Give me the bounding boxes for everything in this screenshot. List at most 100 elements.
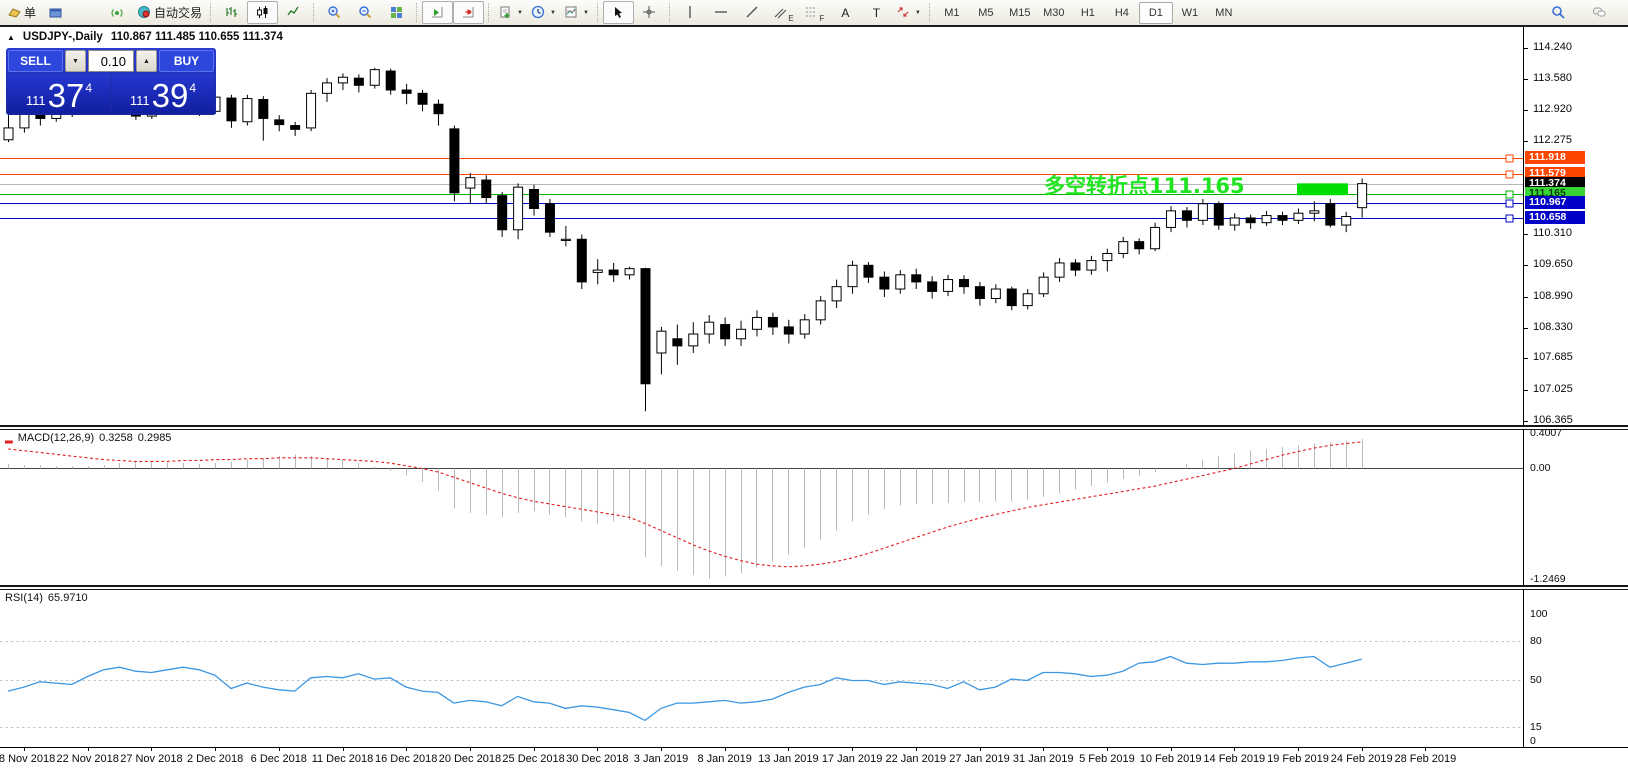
timeframe-MN[interactable]: MN: [1215, 6, 1233, 19]
market-watch-button[interactable]: [71, 1, 102, 24]
sell-button[interactable]: SELL: [8, 50, 63, 72]
arrows-button[interactable]: ▼: [892, 1, 925, 24]
horizontal-line-button[interactable]: [706, 1, 737, 24]
date-label: 27 Jan 2019: [949, 753, 1010, 765]
hline-handle-111.918[interactable]: [1505, 154, 1514, 163]
date-tick-mark: [980, 748, 981, 751]
buy-button[interactable]: BUY: [159, 50, 214, 72]
sell-price-sup: 4: [85, 81, 93, 95]
price-scale[interactable]: 114.240 113.580 112.920 112.275 110.310 109.6…: [1523, 27, 1628, 747]
cursor-button[interactable]: [602, 1, 634, 24]
main-chart-canvas[interactable]: [0, 27, 1523, 425]
channel-button-sub: E: [788, 14, 794, 23]
text-button[interactable]: A: [830, 1, 861, 24]
volume-up-button[interactable]: ▲: [136, 50, 157, 72]
buy-price[interactable]: 111 39 4: [112, 74, 214, 113]
text-label-button[interactable]: T: [861, 1, 892, 24]
timeframe-H4[interactable]: H4: [1114, 6, 1129, 19]
date-label: 17 Jan 2019: [821, 753, 883, 765]
dropdown-caret-icon[interactable]: ▼: [549, 9, 556, 16]
volume-down-button[interactable]: ▼: [65, 50, 86, 72]
date-tick-mark: [470, 748, 471, 751]
cursor-icon: [614, 7, 622, 18]
profiles-button[interactable]: [40, 1, 71, 24]
signals-button[interactable]: [102, 1, 133, 24]
date-tick-mark: [788, 748, 789, 751]
trendline-icon: [746, 6, 758, 18]
sell-price[interactable]: 111 37 4: [8, 74, 110, 113]
autoscroll-button[interactable]: [422, 1, 454, 24]
chat-button[interactable]: [1584, 1, 1615, 24]
green-zone-rect[interactable]: [1297, 183, 1348, 196]
timeframe-H1[interactable]: H1: [1080, 6, 1095, 19]
text-label-button-label: T: [872, 5, 881, 20]
pane-separator[interactable]: [0, 425, 1628, 430]
vertical-line-button[interactable]: [675, 1, 706, 24]
price-tick-mark: [1524, 390, 1528, 391]
timeframe-D1[interactable]: D1: [1138, 1, 1173, 24]
buy-price-prefix: 111: [129, 93, 150, 108]
shift-icon: [463, 7, 474, 18]
fibonacci-button-sub: F: [819, 14, 825, 23]
pane-separator[interactable]: [0, 585, 1628, 590]
hline-handle-111.579[interactable]: [1505, 170, 1514, 179]
hline-handle-110.658[interactable]: [1505, 214, 1514, 223]
date-label: 10 Feb 2019: [1139, 753, 1202, 765]
zoom-in-button[interactable]: [319, 1, 350, 24]
dropdown-caret-icon[interactable]: ▼: [914, 9, 921, 16]
date-tick-mark: [534, 748, 535, 751]
autotrading-button[interactable]: 自动交易: [133, 1, 206, 24]
price-tick-label: 107.025: [1533, 382, 1573, 395]
channel-button[interactable]: E: [768, 1, 799, 24]
date-label: 18 Nov 2018: [0, 753, 56, 765]
date-label: 3 Jan 2019: [633, 753, 689, 765]
timeframe-W1[interactable]: W1: [1181, 6, 1199, 19]
volume-input[interactable]: 0.10: [88, 50, 134, 72]
crosshair-button[interactable]: [634, 1, 665, 24]
dropdown-caret-icon[interactable]: ▼: [517, 9, 523, 16]
toolbar-separator: [668, 3, 671, 22]
collapse-icon[interactable]: ▲: [7, 32, 15, 42]
fibonacci-button[interactable]: F: [799, 1, 830, 24]
trendline-button[interactable]: [737, 1, 768, 24]
timeframe-M1[interactable]: M1: [944, 6, 960, 19]
price-tick-mark: [1524, 234, 1528, 235]
rsi-pane-canvas[interactable]: [0, 590, 1523, 747]
price-level-label-111.918: 111.918: [1525, 151, 1585, 165]
date-tick-mark: [1234, 748, 1235, 751]
date-label: 11 Dec 2018: [311, 753, 374, 765]
hline-handle-111.165[interactable]: [1505, 190, 1514, 199]
new-order-button[interactable]: 单: [3, 1, 40, 24]
search-button[interactable]: [1543, 1, 1574, 24]
templates-button[interactable]: ▼: [560, 1, 593, 24]
price-level-label-110.967: 110.967: [1525, 196, 1585, 210]
timeframe-M5[interactable]: M5: [978, 6, 994, 19]
tile-windows-button[interactable]: [381, 1, 412, 24]
chart-window[interactable]: ▲ USDJPY-,Daily 110.867 111.485 110.655 …: [0, 25, 1628, 771]
buy-price-big: 39: [151, 77, 189, 114]
hline-handle-110.967[interactable]: [1505, 199, 1514, 208]
timeframe-M15[interactable]: M15: [1009, 6, 1031, 19]
zoom-out-button[interactable]: [350, 1, 381, 24]
macd-title: MACD(12,26,9): [17, 432, 95, 444]
dropdown-caret-icon[interactable]: ▼: [582, 9, 589, 16]
date-tick-mark: [916, 748, 917, 751]
turning-point-annotation[interactable]: 多空转折点111.165: [1044, 174, 1245, 198]
chart-ohlc-values: 110.867 111.485 110.655 111.374: [110, 31, 283, 43]
date-tick-mark: [661, 748, 662, 751]
line-chart-button[interactable]: [278, 1, 309, 24]
timeframe-M30[interactable]: M30: [1043, 6, 1065, 19]
indicators-button[interactable]: ▼: [494, 1, 527, 24]
chart-shift-button[interactable]: [453, 1, 485, 24]
toolbar-separator: [210, 3, 212, 22]
macd-pane-canvas[interactable]: [0, 430, 1523, 585]
periods-button[interactable]: ▼: [527, 1, 560, 24]
date-tick-mark: [279, 748, 280, 751]
candle-chart-button[interactable]: [247, 1, 279, 24]
date-label: 31 Jan 2019: [1012, 753, 1074, 765]
date-label: 19 Feb 2019: [1267, 753, 1329, 765]
rsi-line: [7, 655, 1362, 722]
hline-icon: [714, 11, 727, 13]
bar-chart-button[interactable]: [216, 1, 247, 24]
